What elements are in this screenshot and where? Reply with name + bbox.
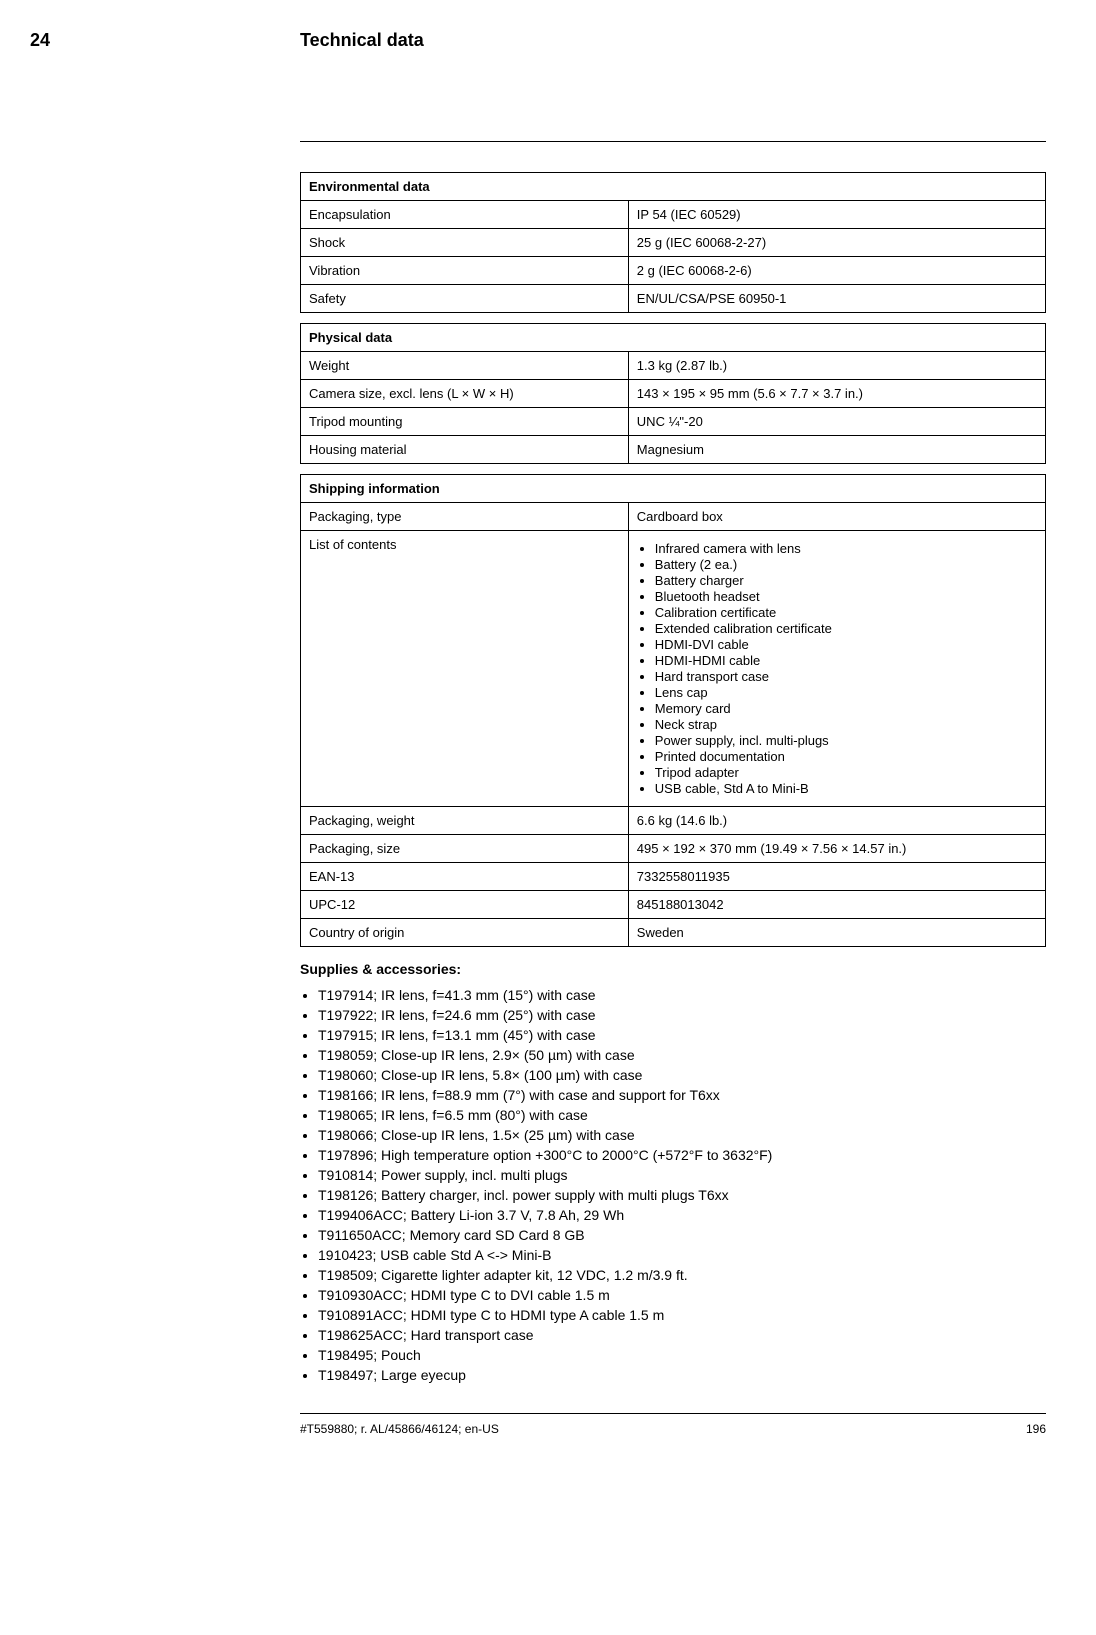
table-row: Packaging, weight 6.6 kg (14.6 lb.) bbox=[301, 807, 1046, 835]
table-heading: Shipping information bbox=[301, 475, 1046, 503]
table-row: Vibration 2 g (IEC 60068-2-6) bbox=[301, 257, 1046, 285]
contents-list: Infrared camera with lens Battery (2 ea.… bbox=[637, 541, 1037, 796]
spec-value: Sweden bbox=[628, 919, 1045, 947]
table-row: Safety EN/UL/CSA/PSE 60950-1 bbox=[301, 285, 1046, 313]
spec-value: Magnesium bbox=[628, 436, 1045, 464]
table-row: Packaging, type Cardboard box bbox=[301, 503, 1046, 531]
shipping-table: Shipping information Packaging, type Car… bbox=[300, 474, 1046, 947]
environmental-table: Environmental data Encapsulation IP 54 (… bbox=[300, 172, 1046, 313]
supplies-list: T197914; IR lens, f=41.3 mm (15°) with c… bbox=[300, 987, 1046, 1383]
list-item: T911650ACC; Memory card SD Card 8 GB bbox=[318, 1227, 1046, 1243]
spec-label: Packaging, type bbox=[301, 503, 629, 531]
list-item: T198059; Close-up IR lens, 2.9× (50 µm) … bbox=[318, 1047, 1046, 1063]
spec-label: List of contents bbox=[301, 531, 629, 807]
table-row: EAN-13 7332558011935 bbox=[301, 863, 1046, 891]
spec-value: 2 g (IEC 60068-2-6) bbox=[628, 257, 1045, 285]
list-item: HDMI-DVI cable bbox=[655, 637, 1037, 652]
table-row: Packaging, size 495 × 192 × 370 mm (19.4… bbox=[301, 835, 1046, 863]
list-item: Printed documentation bbox=[655, 749, 1037, 764]
spec-label: Weight bbox=[301, 352, 629, 380]
spec-label: Shock bbox=[301, 229, 629, 257]
list-item: Bluetooth headset bbox=[655, 589, 1037, 604]
table-row: Camera size, excl. lens (L × W × H) 143 … bbox=[301, 380, 1046, 408]
doc-ref: #T559880; r. AL/45866/46124; en-US bbox=[300, 1422, 499, 1436]
list-item: Memory card bbox=[655, 701, 1037, 716]
spec-label: Packaging, size bbox=[301, 835, 629, 863]
list-item: T197896; High temperature option +300°C … bbox=[318, 1147, 1046, 1163]
spec-label: Safety bbox=[301, 285, 629, 313]
list-item: T198066; Close-up IR lens, 1.5× (25 µm) … bbox=[318, 1127, 1046, 1143]
spec-value: 143 × 195 × 95 mm (5.6 × 7.7 × 3.7 in.) bbox=[628, 380, 1045, 408]
list-item: Battery charger bbox=[655, 573, 1037, 588]
list-item: HDMI-HDMI cable bbox=[655, 653, 1037, 668]
spec-value: Infrared camera with lens Battery (2 ea.… bbox=[628, 531, 1045, 807]
list-item: T198495; Pouch bbox=[318, 1347, 1046, 1363]
spec-label: EAN-13 bbox=[301, 863, 629, 891]
list-item: T198497; Large eyecup bbox=[318, 1367, 1046, 1383]
spec-label: Housing material bbox=[301, 436, 629, 464]
list-item: T910814; Power supply, incl. multi plugs bbox=[318, 1167, 1046, 1183]
page: 24 Technical data Environmental data Enc… bbox=[0, 0, 1096, 1466]
list-item: T198065; IR lens, f=6.5 mm (80°) with ca… bbox=[318, 1107, 1046, 1123]
list-item: USB cable, Std A to Mini-B bbox=[655, 781, 1037, 796]
table-row: Encapsulation IP 54 (IEC 60529) bbox=[301, 201, 1046, 229]
list-item: Tripod adapter bbox=[655, 765, 1037, 780]
table-row: UPC-12 845188013042 bbox=[301, 891, 1046, 919]
list-item: T199406ACC; Battery Li-ion 3.7 V, 7.8 Ah… bbox=[318, 1207, 1046, 1223]
divider bbox=[300, 141, 1046, 142]
list-item: Battery (2 ea.) bbox=[655, 557, 1037, 572]
chapter-title: Technical data bbox=[300, 30, 424, 51]
list-item: T198625ACC; Hard transport case bbox=[318, 1327, 1046, 1343]
spec-value: Cardboard box bbox=[628, 503, 1045, 531]
list-item: T198060; Close-up IR lens, 5.8× (100 µm)… bbox=[318, 1067, 1046, 1083]
list-item: T197922; IR lens, f=24.6 mm (25°) with c… bbox=[318, 1007, 1046, 1023]
spec-value: 845188013042 bbox=[628, 891, 1045, 919]
spec-label: Encapsulation bbox=[301, 201, 629, 229]
list-item: Neck strap bbox=[655, 717, 1037, 732]
spec-label: Packaging, weight bbox=[301, 807, 629, 835]
spec-label: Camera size, excl. lens (L × W × H) bbox=[301, 380, 629, 408]
table-row: Tripod mounting UNC ¼"-20 bbox=[301, 408, 1046, 436]
table-row: Housing material Magnesium bbox=[301, 436, 1046, 464]
list-item: Power supply, incl. multi-plugs bbox=[655, 733, 1037, 748]
spec-label: Vibration bbox=[301, 257, 629, 285]
table-heading: Physical data bbox=[301, 324, 1046, 352]
table-row: List of contents Infrared camera with le… bbox=[301, 531, 1046, 807]
spec-value: 1.3 kg (2.87 lb.) bbox=[628, 352, 1045, 380]
spec-value: 7332558011935 bbox=[628, 863, 1045, 891]
spec-label: UPC-12 bbox=[301, 891, 629, 919]
list-item: T197915; IR lens, f=13.1 mm (45°) with c… bbox=[318, 1027, 1046, 1043]
spec-value: 6.6 kg (14.6 lb.) bbox=[628, 807, 1045, 835]
spec-label: Country of origin bbox=[301, 919, 629, 947]
supplies-heading: Supplies & accessories: bbox=[300, 961, 1046, 977]
list-item: Lens cap bbox=[655, 685, 1037, 700]
list-item: T198509; Cigarette lighter adapter kit, … bbox=[318, 1267, 1046, 1283]
table-row: Country of origin Sweden bbox=[301, 919, 1046, 947]
spec-label: Tripod mounting bbox=[301, 408, 629, 436]
spec-value: IP 54 (IEC 60529) bbox=[628, 201, 1045, 229]
spec-value: 495 × 192 × 370 mm (19.49 × 7.56 × 14.57… bbox=[628, 835, 1045, 863]
content-area: Environmental data Encapsulation IP 54 (… bbox=[300, 141, 1046, 1383]
list-item: Hard transport case bbox=[655, 669, 1037, 684]
table-row: Shock 25 g (IEC 60068-2-27) bbox=[301, 229, 1046, 257]
chapter-number: 24 bbox=[30, 30, 300, 51]
page-header: 24 Technical data bbox=[30, 30, 1046, 51]
list-item: 1910423; USB cable Std A <-> Mini-B bbox=[318, 1247, 1046, 1263]
list-item: Infrared camera with lens bbox=[655, 541, 1037, 556]
spec-value: UNC ¼"-20 bbox=[628, 408, 1045, 436]
page-footer: #T559880; r. AL/45866/46124; en-US 196 bbox=[300, 1413, 1046, 1436]
table-row: Weight 1.3 kg (2.87 lb.) bbox=[301, 352, 1046, 380]
page-number: 196 bbox=[1026, 1422, 1046, 1436]
list-item: T910891ACC; HDMI type C to HDMI type A c… bbox=[318, 1307, 1046, 1323]
list-item: T910930ACC; HDMI type C to DVI cable 1.5… bbox=[318, 1287, 1046, 1303]
list-item: T198126; Battery charger, incl. power su… bbox=[318, 1187, 1046, 1203]
list-item: T198166; IR lens, f=88.9 mm (7°) with ca… bbox=[318, 1087, 1046, 1103]
list-item: Calibration certificate bbox=[655, 605, 1037, 620]
spec-value: EN/UL/CSA/PSE 60950-1 bbox=[628, 285, 1045, 313]
list-item: T197914; IR lens, f=41.3 mm (15°) with c… bbox=[318, 987, 1046, 1003]
spec-value: 25 g (IEC 60068-2-27) bbox=[628, 229, 1045, 257]
physical-table: Physical data Weight 1.3 kg (2.87 lb.) C… bbox=[300, 323, 1046, 464]
table-heading: Environmental data bbox=[301, 173, 1046, 201]
list-item: Extended calibration certificate bbox=[655, 621, 1037, 636]
